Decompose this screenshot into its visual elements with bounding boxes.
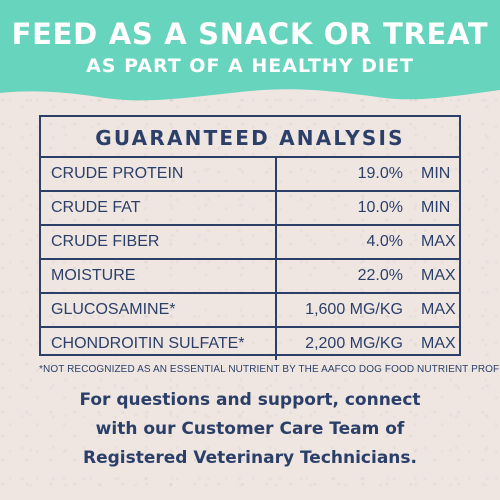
nutrient-value: 2,200 MG/KG [276,326,421,360]
guaranteed-analysis-panel: GUARANTEED ANALYSIS CRUDE PROTEIN 19.0% … [39,115,461,360]
nutrient-name: CRUDE PROTEIN [41,156,277,191]
banner-subtitle: AS PART OF A HEALTHY DIET [86,55,414,77]
nutrient-value: 10.0% [276,190,421,225]
table-row: MOISTURE 22.0% MAX [41,258,459,293]
nutrient-value: 4.0% [276,224,421,259]
wave-banner-shape [0,0,500,101]
nutrient-qualifier: MIN [421,156,459,191]
banner-title: FEED AS A SNACK OR TREAT [11,17,489,51]
top-banner: FEED AS A SNACK OR TREAT AS PART OF A HE… [0,0,500,108]
table-row: GLUCOSAMINE* 1,600 MG/KG MAX [41,292,459,327]
nutrient-qualifier: MIN [421,190,459,225]
nutrient-qualifier: MAX [421,258,459,293]
aafco-footnote: *NOT RECOGNIZED AS AN ESSENTIAL NUTRIENT… [39,364,500,375]
table-row: CRUDE FIBER 4.0% MAX [41,224,459,259]
support-line-2: with our Customer Care Team of [95,419,405,439]
nutrient-name: MOISTURE [41,258,277,293]
nutrient-qualifier: MAX [421,326,459,360]
table-row: CHONDROITIN SULFATE* 2,200 MG/KG MAX [41,326,459,360]
table-row: CRUDE FAT 10.0% MIN [41,190,459,225]
nutrient-value: 22.0% [276,258,421,293]
support-line-3: Registered Veterinary Technicians. [82,448,417,468]
nutrient-value: 19.0% [276,156,421,191]
support-message: For questions and support, connect with … [20,386,480,473]
nutrient-name: CRUDE FAT [41,190,277,225]
nutrient-name: CHONDROITIN SULFATE* [41,326,277,360]
nutrient-name: GLUCOSAMINE* [41,292,277,327]
table-row: CRUDE PROTEIN 19.0% MIN [41,156,459,191]
nutrient-value: 1,600 MG/KG [276,292,421,327]
support-line-1: For questions and support, connect [79,390,421,410]
nutrient-qualifier: MAX [421,224,459,259]
guaranteed-analysis-title: GUARANTEED ANALYSIS [95,126,405,150]
guaranteed-analysis-table: CRUDE PROTEIN 19.0% MIN CRUDE FAT 10.0% … [41,156,459,360]
nutrient-name: CRUDE FIBER [41,224,277,259]
nutrient-qualifier: MAX [421,292,459,327]
